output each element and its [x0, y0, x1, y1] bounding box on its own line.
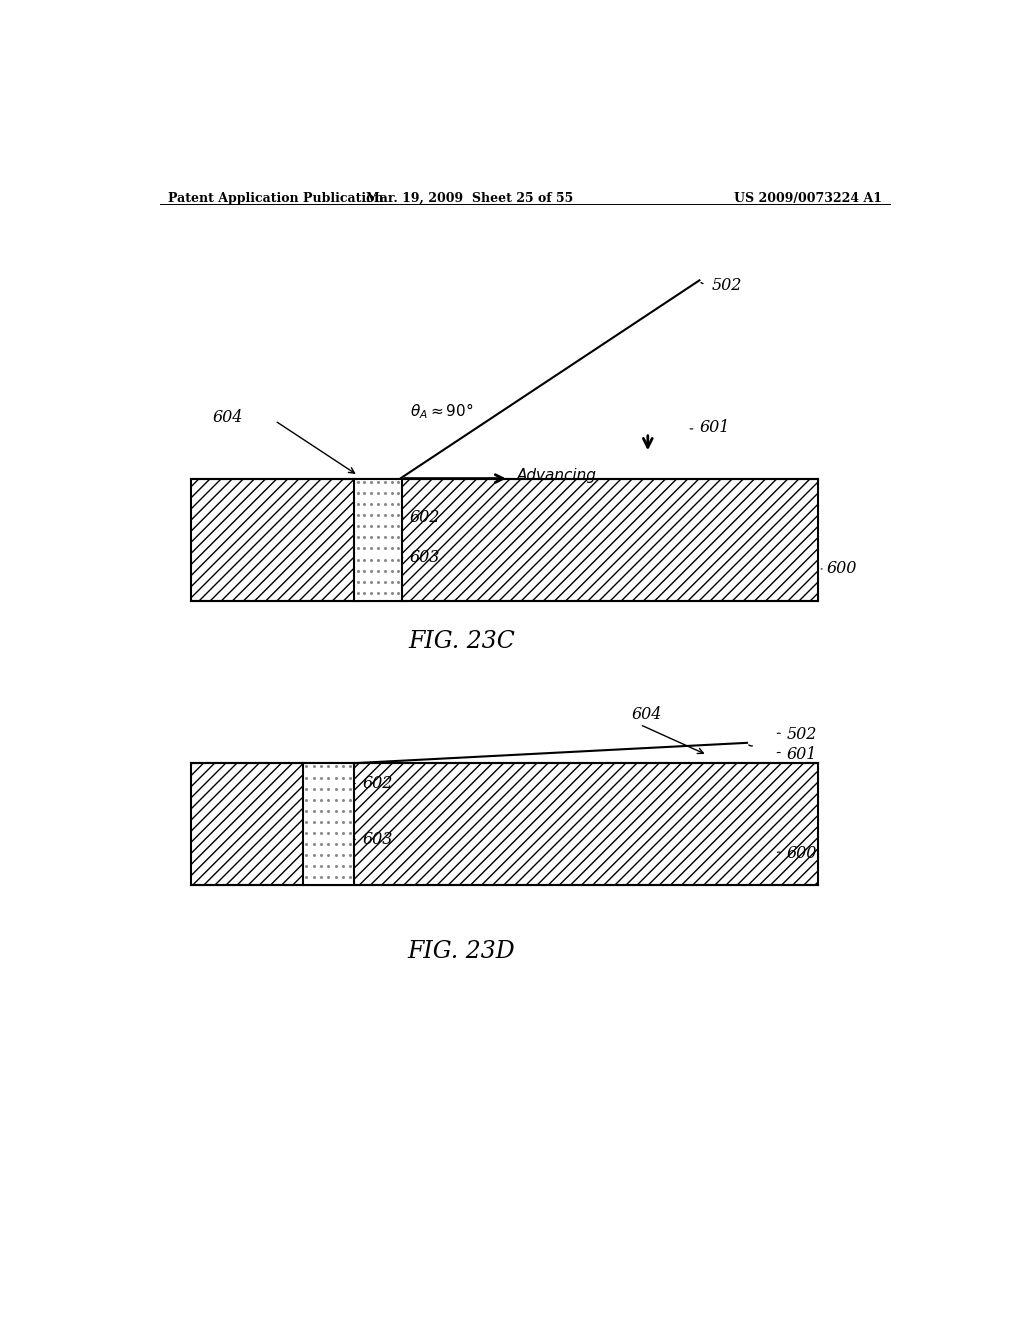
Text: US 2009/0073224 A1: US 2009/0073224 A1 [734, 191, 882, 205]
Text: 601: 601 [699, 420, 730, 436]
Text: 502: 502 [712, 277, 741, 294]
Text: 602: 602 [362, 775, 392, 792]
Text: 600: 600 [826, 560, 857, 577]
Bar [191, 763, 818, 886]
Text: 502: 502 [786, 726, 817, 743]
Text: 601: 601 [786, 746, 817, 763]
Text: 600: 600 [786, 845, 817, 862]
Text: Advancing: Advancing [517, 469, 597, 483]
Text: 603: 603 [410, 549, 440, 566]
Text: 603: 603 [362, 830, 392, 847]
Bar [191, 479, 818, 601]
Text: 604: 604 [213, 409, 243, 426]
Text: FIG. 23C: FIG. 23C [408, 630, 515, 652]
Bar [303, 763, 354, 886]
Text: 604: 604 [632, 706, 663, 723]
Text: FIG. 23D: FIG. 23D [408, 940, 515, 962]
Text: Patent Application Publication: Patent Application Publication [168, 191, 383, 205]
Text: 602: 602 [410, 508, 440, 525]
Bar [354, 479, 401, 601]
Text: $\theta_A$$\approx$90°: $\theta_A$$\approx$90° [410, 401, 473, 421]
Text: Mar. 19, 2009  Sheet 25 of 55: Mar. 19, 2009 Sheet 25 of 55 [366, 191, 572, 205]
